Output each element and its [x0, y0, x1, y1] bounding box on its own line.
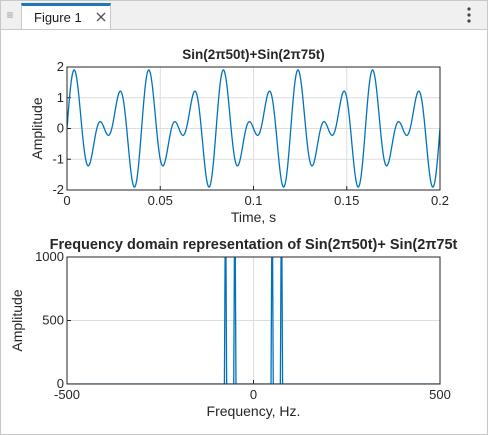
tab-figure-1[interactable]: Figure 1	[21, 3, 111, 29]
y-tick-label: 0	[57, 376, 64, 391]
y-tick-label: 1	[57, 90, 64, 105]
x-axis-label-1: Time, s	[231, 209, 276, 225]
x-tick-label: 0	[63, 193, 70, 208]
x-tick-label: 0.05	[148, 193, 173, 208]
tab-bar: ≡ Figure 1	[1, 1, 487, 30]
chart-title-1: Sin(2π50t)+Sin(2π75t)	[182, 47, 325, 62]
y-tick-label: 1000	[35, 249, 64, 264]
x-axis-label-2: Frequency, Hz.	[207, 403, 301, 419]
axes-box-2	[66, 256, 441, 385]
y-tick-label: 500	[42, 313, 64, 328]
axes-box-1	[66, 66, 441, 191]
y-tick-label: -1	[52, 151, 64, 166]
y-tick-label: 2	[57, 59, 64, 74]
y-tick-label: -2	[52, 182, 64, 197]
figure-svg: 0 0.05 0.1 0.15 0.2 2 1 0 -1 -2 Sin(2π50t)+Sin(2π7…	[9, 47, 458, 419]
x-tick-label: -500	[54, 387, 80, 402]
y-axis-label-2: Amplitude	[9, 289, 25, 351]
x-tick-label: 0.15	[334, 193, 359, 208]
chart-title-2: Frequency domain representation of Sin(2…	[50, 237, 458, 253]
close-icon[interactable]	[95, 11, 107, 23]
x-tick-label: 500	[429, 387, 451, 402]
drag-grip-icon[interactable]: ≡	[6, 8, 14, 22]
x-tick-label: 0.1	[244, 193, 262, 208]
tab-label: Figure 1	[34, 10, 82, 25]
y-tick-label: 0	[57, 121, 64, 136]
figure-canvas: 0 0.05 0.1 0.15 0.2 2 1 0 -1 -2 Sin(2π50t)+Sin(2π7…	[1, 30, 487, 434]
y-axis-label-1: Amplitude	[29, 97, 45, 159]
vertical-dots-icon[interactable]	[459, 5, 479, 25]
x-tick-label: 0.2	[431, 193, 449, 208]
series-line-1	[67, 69, 440, 188]
x-tick-label: 0	[250, 387, 257, 402]
